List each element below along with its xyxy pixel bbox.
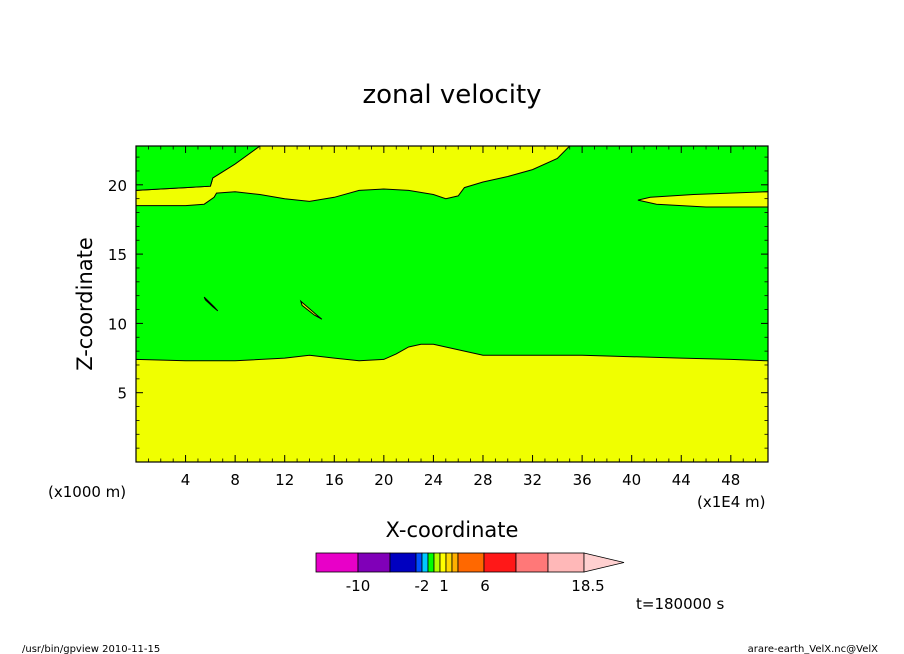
colorbar-swatch <box>357 552 391 573</box>
region-2 <box>637 191 769 208</box>
colorbar-tick-label: -10 <box>346 577 371 595</box>
colorbar-swatch <box>433 552 441 573</box>
colorbar-swatch <box>457 552 485 573</box>
time-label: t=180000 s <box>636 595 724 613</box>
colorbar-arrow <box>583 552 625 573</box>
colorbar-swatch <box>515 552 549 573</box>
colorbar-labels: -10 -2 1 6 18.5 <box>346 577 605 595</box>
colorbar-swatch <box>483 552 517 573</box>
x-tick-label: 24 <box>424 471 443 489</box>
x-tick-label: 32 <box>523 471 542 489</box>
region-4 <box>299 299 323 320</box>
y-tick-label: 15 <box>108 246 127 264</box>
x-scale-note: (x1E4 m) <box>697 493 766 511</box>
colorbar-swatch <box>451 552 459 573</box>
x-tick-label: 12 <box>275 471 294 489</box>
x-tick-label: 48 <box>721 471 740 489</box>
colorbar-swatch <box>415 552 423 573</box>
y-scale-note: (x1000 m) <box>48 483 126 501</box>
y-axis-label: Z-coordinate <box>73 237 97 371</box>
x-tick-label: 40 <box>622 471 641 489</box>
y-tick-label: 10 <box>108 315 127 333</box>
axis-ticks <box>136 146 768 462</box>
colorbar-swatch <box>389 552 417 573</box>
colorbar-tick-label: -2 <box>415 577 430 595</box>
colorbar-swatch <box>445 552 453 573</box>
colorbar-swatch <box>421 552 429 573</box>
colorbar-swatch <box>315 552 359 573</box>
x-tick-label: 28 <box>473 471 492 489</box>
region-top-left-contour <box>135 145 261 191</box>
colorbar-tick-label: 18.5 <box>571 577 604 595</box>
colorbar-swatch <box>427 552 435 573</box>
y-tick-label: 5 <box>117 385 127 403</box>
velocity-regions <box>135 145 769 463</box>
x-axis-label: X-coordinate <box>386 518 519 542</box>
colorbar <box>315 552 625 573</box>
chart-title: zonal velocity <box>362 80 541 110</box>
colorbar-swatch <box>439 552 447 573</box>
x-tick-label: 44 <box>672 471 691 489</box>
y-tick-label: 20 <box>108 177 127 195</box>
x-tick-label: 36 <box>573 471 592 489</box>
x-tick-label: 8 <box>230 471 240 489</box>
region-3 <box>203 296 219 312</box>
x-tick-label: 4 <box>181 471 191 489</box>
x-tick-label: 20 <box>374 471 393 489</box>
footer-right: arare-earth_VelX.nc@VelX <box>748 644 879 654</box>
footer-left: /usr/bin/gpview 2010-11-15 <box>22 644 160 654</box>
colorbar-tick-label: 6 <box>480 577 490 595</box>
colorbar-tick-label: 1 <box>439 577 449 595</box>
plot-frame <box>135 145 769 463</box>
colorbar-swatch <box>547 552 585 573</box>
region-0 <box>135 343 769 463</box>
x-tick-label: 16 <box>325 471 344 489</box>
region-top-left-green <box>136 146 260 191</box>
